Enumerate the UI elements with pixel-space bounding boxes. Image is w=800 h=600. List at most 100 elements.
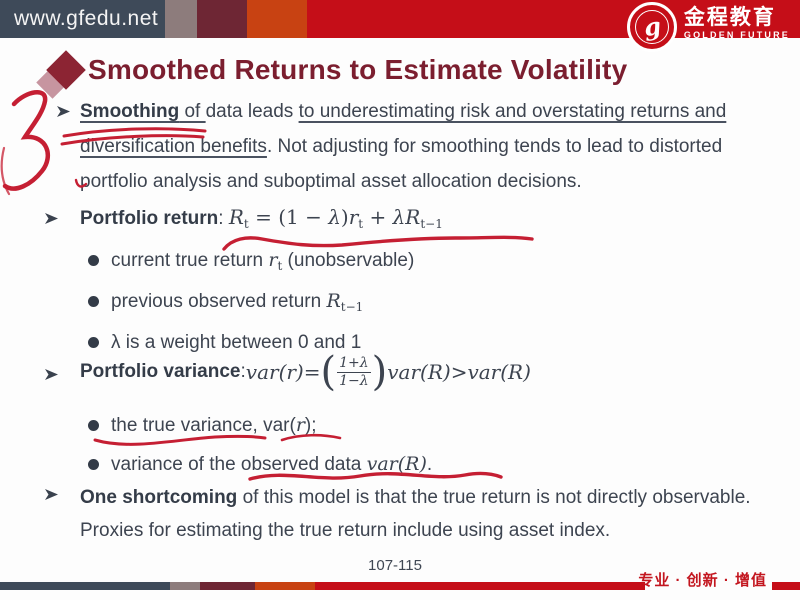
list-item: the true variance, var(r); — [88, 408, 432, 443]
formula-close-paren: ) — [340, 205, 349, 229]
topbar-red-segment — [307, 0, 800, 38]
point-text: current true return — [111, 250, 269, 271]
bottombar-stub-segment — [772, 582, 800, 590]
formula-eq: = — [303, 360, 321, 384]
bottom-bar — [0, 582, 645, 590]
point-current-return: current true return rt (unobservable) — [111, 243, 414, 284]
portfolio-variance-formula: var(r) = (1+λ 1−λ) var(R) > var(R) — [246, 352, 531, 392]
arrow-bullet-icon — [45, 369, 58, 380]
formula-plus: + — [363, 205, 393, 229]
brand-monogram: g — [641, 10, 663, 43]
portfolio-return-line: Portfolio return: Rt = (1 − λ)rt + λRt−1 — [80, 205, 443, 231]
bullet-smoothing: Smoothing of data leads to underestimati… — [56, 94, 756, 199]
portfolio-variance-lead: Portfolio variance: — [80, 361, 246, 383]
point-var: var(R) — [366, 453, 427, 475]
bullet-shortcoming: One shortcoming of this model is that th… — [44, 481, 770, 547]
pen-number-three — [2, 90, 50, 191]
site-url: www.gfedu.net — [14, 7, 159, 30]
arrow-bullet-icon — [57, 106, 70, 117]
smoothing-of: of — [179, 101, 206, 122]
formula-lambda2: λ — [392, 205, 406, 229]
page-number: 107-115 — [368, 557, 422, 574]
list-item: λ is a weight between 0 and 1 — [88, 325, 414, 360]
slide-title: Smoothed Returns to Estimate Volatility — [88, 54, 628, 85]
formula-var-r: var(r) — [245, 360, 304, 384]
variance-points-list: the true variance, var(r); variance of t… — [88, 408, 432, 482]
point-var-sub: t−1 — [340, 300, 364, 314]
point-text: variance of the observed data — [111, 454, 367, 475]
brand-logo-ring: g — [634, 10, 669, 44]
shortcoming-paragraph: One shortcoming of this model is that th… — [80, 481, 770, 547]
footer-slogan: 专业 · 创新 · 增值 — [638, 572, 767, 589]
point-lambda-weight: λ is a weight between 0 and 1 — [111, 332, 362, 353]
smoothing-rest: . Not adjusting for smoothing tends to l… — [80, 136, 723, 192]
formula-R2: R — [405, 205, 421, 229]
portfolio-return-label: Portfolio return — [80, 208, 219, 229]
arrow-bullet-icon — [45, 489, 58, 500]
point-var: r — [268, 249, 278, 271]
bullet-portfolio-variance: Portfolio variance: var(r) = (1+λ 1−λ) var… — [44, 352, 531, 392]
smoothing-paragraph: Smoothing of data leads to underestimati… — [80, 94, 756, 199]
bullet-portfolio-return: Portfolio return: Rt = (1 − λ)rt + λRt−1 — [44, 205, 443, 231]
list-item: current true return rt (unobservable) — [88, 243, 414, 284]
formula-var-R: var(R) — [387, 360, 451, 384]
point-text: previous observed return — [111, 291, 327, 312]
bottombar-slate-segment — [0, 582, 170, 590]
shortcoming-rest: of this model is that the true return is… — [80, 487, 751, 541]
bottombar-maroon-segment — [200, 582, 255, 590]
formula-r-sub: t — [358, 217, 364, 231]
topbar-orange-segment — [247, 0, 307, 38]
dot-bullet-icon — [88, 255, 99, 266]
brand-name-english: GOLDEN FUTURE — [683, 30, 790, 41]
dot-bullet-icon — [88, 420, 99, 431]
portfolio-return-sep: : — [218, 208, 229, 229]
list-item: variance of the observed data var(R). — [88, 447, 432, 482]
portfolio-variance-line: Portfolio variance: var(r) = (1+λ 1−λ) var… — [80, 352, 531, 392]
formula-fraction: 1+λ 1−λ — [337, 355, 371, 389]
brand-text: 金程教育 GOLDEN FUTURE — [684, 6, 790, 42]
brand-logo-icon: g — [626, 2, 677, 52]
point-var: r — [295, 414, 305, 436]
point-var: R — [326, 290, 341, 312]
arrow-bullet-icon — [45, 213, 58, 224]
list-item: previous observed return Rt−1 — [88, 284, 414, 325]
formula-close-paren: ) — [371, 349, 388, 395]
formula-R2-sub: t−1 — [420, 217, 443, 231]
shortcoming-lead: One shortcoming — [80, 487, 238, 508]
formula-gt: > — [450, 360, 468, 384]
fraction-numerator: 1+λ — [337, 355, 371, 373]
portfolio-variance-label: Portfolio variance — [80, 361, 241, 382]
fraction-denominator: 1−λ — [339, 373, 369, 389]
point-text-after: ); — [304, 415, 317, 436]
formula-open-paren: ( — [320, 349, 337, 395]
portfolio-return-formula: Rt = (1 − λ)rt + λRt−1 — [228, 205, 443, 231]
formula-eq: = (1 − — [248, 205, 329, 229]
formula-var-R2: var(R) — [467, 360, 531, 384]
point-previous-return: previous observed return Rt−1 — [111, 284, 363, 325]
topbar-gray-segment — [165, 0, 197, 38]
bottombar-orange-segment — [255, 582, 315, 590]
top-bar: www.gfedu.net — [0, 0, 800, 38]
formula-lambda1: λ — [328, 205, 341, 229]
point-text-after: . — [426, 454, 433, 475]
point-true-variance: the true variance, var(r); — [111, 408, 317, 443]
point-var-sub: t — [277, 259, 283, 273]
bottombar-gray-segment — [170, 582, 200, 590]
pen-number-three-flourish — [0, 146, 11, 196]
topbar-slate-segment: www.gfedu.net — [0, 0, 165, 38]
point-text: the true variance, var( — [111, 415, 296, 436]
smoothing-plain: data leads — [205, 101, 299, 122]
point-observed-variance: variance of the observed data var(R). — [111, 447, 432, 482]
dot-bullet-icon — [88, 337, 99, 348]
point-text-after: (unobservable) — [282, 250, 415, 271]
dot-bullet-icon — [88, 459, 99, 470]
brand-name-chinese: 金程教育 — [683, 6, 776, 29]
formula-r: r — [348, 205, 359, 229]
return-points-list: current true return rt (unobservable) pr… — [88, 243, 414, 360]
dot-bullet-icon — [88, 296, 99, 307]
formula-R: R — [228, 205, 244, 229]
smoothing-lead: Smoothing — [80, 101, 180, 122]
bottombar-red-segment — [315, 582, 645, 590]
portfolio-variance-sep: : — [240, 361, 246, 382]
